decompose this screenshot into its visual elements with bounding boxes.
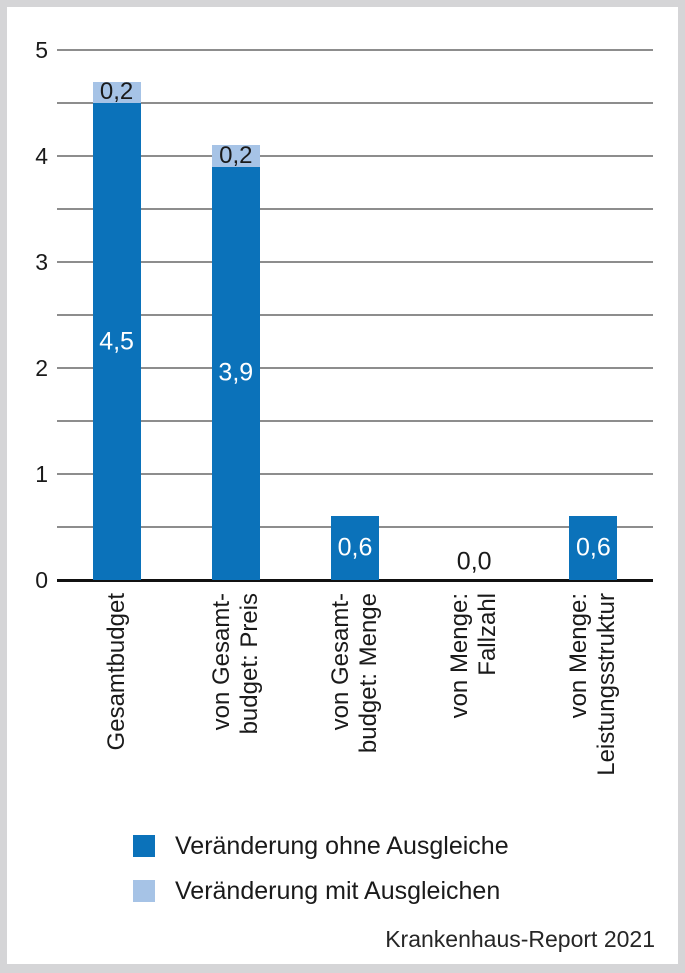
legend-item-ohne-ausgleiche: Veränderung ohne Ausgleiche: [133, 831, 509, 860]
x-axis-label-line: von Menge:: [565, 593, 593, 719]
bar-cap-value-label: 0,2: [219, 142, 253, 169]
x-axis-line: [57, 579, 653, 582]
y-axis-tick-label: 3: [35, 249, 48, 275]
y-axis-tick-label: 1: [35, 461, 48, 487]
y-axis-tick-label: 2: [35, 355, 48, 381]
gridline: [57, 420, 653, 422]
chart-canvas: 0 1 2 3 4 5 4,5 0,2 Gesamtbudget 3,9 0,2 von Gesamt…: [7, 7, 678, 964]
y-axis-tick-label: 4: [35, 143, 48, 169]
y-axis-tick-label: 0: [35, 567, 48, 593]
x-axis-label: von Menge: Fallzahl: [446, 593, 502, 808]
x-axis-label-line: von Menge:: [446, 593, 474, 719]
gridline: [57, 473, 653, 475]
bar-segment-ohne-ausgleiche: [92, 103, 141, 580]
x-axis-label: von Menge: Leistungsstruktur: [565, 593, 621, 808]
bar-value-label: 3,9: [218, 358, 254, 387]
source-label: Krankenhaus-Report 2021: [385, 926, 655, 952]
legend-swatch-ohne-ausgleiche-icon: [133, 835, 155, 857]
x-axis-label-line: Fallzahl: [474, 593, 502, 676]
y-axis-tick-label: 5: [35, 37, 48, 63]
legend-item-mit-ausgleichen: Veränderung mit Ausgleichen: [133, 876, 501, 905]
gridline: [57, 102, 653, 104]
bar-value-label: 0,0: [456, 547, 492, 576]
bar-value-label: 0,6: [337, 533, 373, 562]
gridline: [57, 49, 653, 51]
plot-area: 0 1 2 3 4 5 4,5 0,2 Gesamtbudget 3,9 0,2 von Gesamt…: [7, 7, 678, 964]
bar-segment-ohne-ausgleiche: [569, 516, 618, 580]
legend-swatch-mit-ausgleichen-icon: [133, 880, 155, 902]
legend-label-mit-ausgleichen: Veränderung mit Ausgleichen: [175, 876, 501, 905]
x-axis-label: von Gesamt-budget: Preis: [208, 593, 264, 808]
gridline: [57, 367, 653, 369]
bar-segment-mit-ausgleichen: [92, 81, 141, 103]
x-axis-label-line: von Gesamt-: [327, 593, 354, 731]
bar-value-label: 0,6: [576, 533, 611, 562]
x-axis-label-line: Leistungsstruktur: [593, 593, 621, 776]
gridline: [57, 314, 653, 316]
bar-value-label: 4,5: [99, 327, 134, 355]
x-axis-label-line: budget: Menge: [355, 593, 382, 754]
x-axis-label-line: budget: Preis: [235, 593, 263, 735]
x-axis-label-line: von Gesamt-: [207, 593, 235, 731]
bar-segment-ohne-ausgleiche: [331, 516, 379, 580]
x-axis-label: Gesamtbudget: [103, 593, 131, 808]
x-axis-label: von Gesamt-budget: Menge: [327, 593, 383, 808]
bar-cap-value-label: 0,2: [99, 78, 134, 106]
gridline: [57, 261, 653, 263]
gridline: [57, 155, 653, 157]
bar-segment-mit-ausgleichen: [211, 145, 260, 167]
gridline: [57, 208, 653, 210]
bar-segment-ohne-ausgleiche: [211, 166, 260, 580]
x-axis-label-line: Gesamtbudget: [102, 593, 130, 751]
legend-label-ohne-ausgleiche: Veränderung ohne Ausgleiche: [175, 831, 509, 860]
